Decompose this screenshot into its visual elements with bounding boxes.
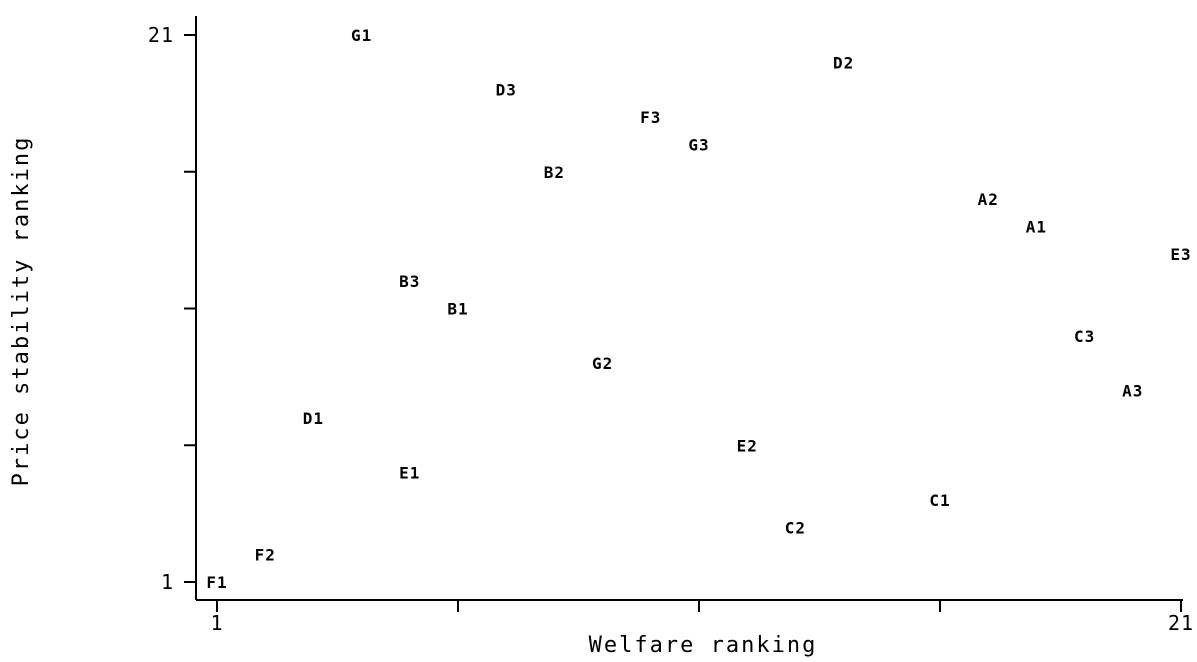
- data-point-g3: G3: [688, 135, 709, 154]
- y-axis-ticks: 1 21: [148, 23, 196, 594]
- data-point-d3: D3: [496, 81, 517, 100]
- data-points: F1 F2 D1 G1 E1 B3 B1 D3 B2 G2 F3 G3 E2 C2 D2 C1 A2 A1 C3 A3…: [206, 26, 1191, 592]
- x-tick-label: 1: [210, 611, 223, 635]
- data-point-c2: C2: [785, 518, 806, 537]
- data-point-e2: E2: [737, 436, 758, 455]
- data-point-a1: A1: [1026, 217, 1047, 236]
- data-point-e3: E3: [1170, 245, 1191, 264]
- data-point-f3: F3: [640, 108, 661, 127]
- x-axis-title: Welfare ranking: [589, 633, 818, 657]
- x-tick-label: 21: [1168, 611, 1194, 635]
- y-tick-label: 1: [161, 570, 174, 594]
- data-point-e1: E1: [399, 464, 420, 483]
- data-point-g1: G1: [351, 26, 372, 45]
- data-point-a2: A2: [978, 190, 999, 209]
- data-point-f1: F1: [206, 573, 227, 592]
- data-point-b2: B2: [544, 163, 565, 182]
- data-point-a3: A3: [1122, 382, 1143, 401]
- y-tick-label: 21: [148, 23, 174, 47]
- data-point-d1: D1: [303, 409, 324, 428]
- data-point-b3: B3: [399, 272, 420, 291]
- data-point-g2: G2: [592, 354, 613, 373]
- x-axis-ticks: 1 21: [210, 600, 1194, 635]
- data-point-f2: F2: [255, 546, 276, 565]
- data-point-d2: D2: [833, 53, 854, 72]
- data-point-c1: C1: [929, 491, 950, 510]
- data-point-b1: B1: [447, 300, 468, 319]
- data-point-c3: C3: [1074, 327, 1095, 346]
- y-axis-title: Price stability ranking: [9, 136, 34, 487]
